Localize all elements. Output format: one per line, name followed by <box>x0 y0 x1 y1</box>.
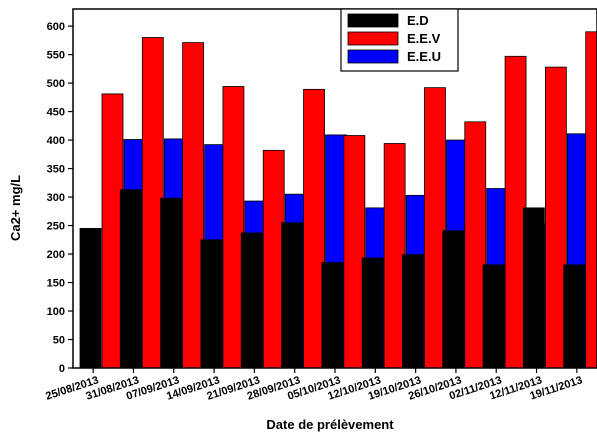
bar-eev-2 <box>141 37 164 369</box>
bar-eev-1 <box>101 93 124 369</box>
legend: E.D E.E.V E.E.U <box>340 8 459 72</box>
bar-eev-7 <box>343 135 366 369</box>
bar-ed-8 <box>361 257 384 369</box>
legend-label-ed: E.D <box>407 13 429 28</box>
y-tick-label: 200 <box>47 249 65 261</box>
y-tick-label: 300 <box>47 192 65 204</box>
y-axis-title: Ca2+ mg/L <box>8 175 23 241</box>
bar-ed-4 <box>200 239 223 369</box>
bar-eev-11 <box>504 55 527 369</box>
legend-swatch-ed <box>347 13 399 28</box>
bar-ed-3 <box>160 197 183 369</box>
y-tick-label: 50 <box>53 335 65 347</box>
y-tick-label: 0 <box>59 363 65 375</box>
bar-eev-13 <box>585 31 597 369</box>
bar-ed-1 <box>79 227 102 369</box>
y-tick-label: 150 <box>47 278 65 290</box>
bar-ed-2 <box>119 189 142 369</box>
bar-eev-6 <box>303 88 325 369</box>
bar-ed-6 <box>281 222 303 369</box>
bar-eev-5 <box>262 149 285 369</box>
y-tick-label: 500 <box>47 78 65 90</box>
bar-ed-11 <box>482 264 505 369</box>
y-tick-label: 350 <box>47 164 65 176</box>
bars-layer <box>79 31 597 369</box>
bar-eev-3 <box>182 42 205 369</box>
bar-eev-10 <box>464 121 487 369</box>
x-axis: 25/08/201331/08/201307/09/201314/09/2013… <box>44 368 584 403</box>
y-tick-label: 550 <box>47 50 65 62</box>
legend-swatch-eeu <box>347 49 399 64</box>
legend-swatch-eev <box>347 31 399 46</box>
y-tick-label: 400 <box>47 135 65 147</box>
bar-ed-7 <box>321 262 344 369</box>
x-axis-title: Date de prélèvement <box>266 417 394 432</box>
bar-ed-12 <box>522 207 545 369</box>
legend-label-eeu: E.E.U <box>407 49 441 64</box>
bar-ed-10 <box>442 230 465 369</box>
legend-label-eev: E.E.V <box>407 31 441 46</box>
bar-eev-12 <box>544 66 567 369</box>
bar-ed-13 <box>563 264 586 369</box>
bar-ed-9 <box>402 254 424 369</box>
plot-frame <box>72 8 597 369</box>
y-tick-label: 250 <box>47 221 65 233</box>
bar-ed-5 <box>240 232 263 369</box>
y-tick-label: 100 <box>47 306 65 318</box>
bar-eev-4 <box>222 86 245 369</box>
bar-eev-9 <box>424 87 446 369</box>
y-axis: 0 50 100 150 200 250 300 350 400 450 500 550 600 <box>47 21 73 375</box>
bar-eev-8 <box>383 143 406 369</box>
y-tick-label: 600 <box>47 21 65 33</box>
y-tick-label: 450 <box>47 107 65 119</box>
